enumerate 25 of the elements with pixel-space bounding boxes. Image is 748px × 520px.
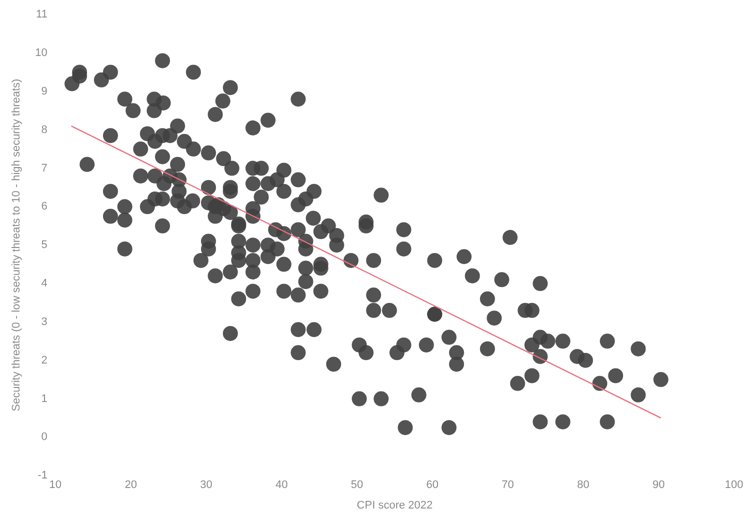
y-axis-title: Security threats (0 - low security threats to 10 - high security threats) [10,78,23,412]
x-tick-label: 80 [577,479,590,492]
y-tick-label: 2 [41,354,48,366]
y-tick-label: 8 [41,124,48,136]
x-tick-label: 60 [426,479,439,492]
y-tick-label: 7 [41,162,48,174]
y-tick-label: 6 [41,200,48,213]
y-tick-label: 5 [41,239,48,252]
x-tick-label: 20 [124,479,137,492]
y-tick-label: 11 [36,8,48,21]
y-tick-label: 9 [41,85,48,98]
x-tick-label: 100 [724,479,744,492]
x-tick-label: 70 [502,479,514,492]
y-tick-label: 10 [35,47,48,60]
x-tick-label: 30 [200,479,212,492]
y-tick-label: -1 [38,470,48,482]
x-tick-label: 90 [652,479,665,492]
x-axis-title: CPI score 2022 [356,499,433,512]
y-tick-label: 3 [41,316,48,328]
y-tick-label: 0 [41,431,48,444]
x-tick-label: 40 [276,479,288,492]
x-tick-label: 50 [350,479,364,492]
y-tick-label: 1 [41,392,48,405]
x-tick-label: 10 [49,479,62,492]
y-tick-label: 4 [41,278,48,290]
